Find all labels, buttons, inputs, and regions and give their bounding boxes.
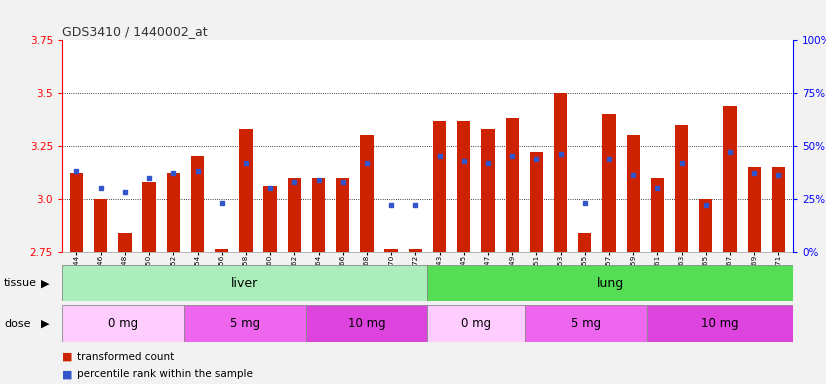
Text: GDS3410 / 1440002_at: GDS3410 / 1440002_at — [62, 25, 207, 38]
Text: percentile rank within the sample: percentile rank within the sample — [77, 369, 253, 379]
Bar — [118, 233, 131, 252]
Bar — [360, 136, 373, 252]
Bar — [94, 199, 107, 252]
Text: lung: lung — [596, 277, 624, 290]
Bar — [215, 250, 228, 252]
Bar — [602, 114, 615, 252]
Bar — [457, 121, 471, 252]
Bar — [183, 305, 306, 342]
Bar — [167, 173, 180, 252]
Bar — [525, 305, 647, 342]
Bar — [651, 177, 664, 252]
Text: 10 mg: 10 mg — [348, 317, 386, 330]
Bar — [306, 305, 428, 342]
Bar — [724, 106, 737, 252]
Bar — [627, 136, 640, 252]
Bar — [409, 250, 422, 252]
Text: 5 mg: 5 mg — [230, 317, 259, 330]
Bar — [142, 182, 156, 252]
Text: ▶: ▶ — [41, 318, 50, 329]
Text: 10 mg: 10 mg — [701, 317, 738, 330]
Text: liver: liver — [231, 277, 259, 290]
Bar — [384, 250, 398, 252]
Text: ■: ■ — [62, 369, 73, 379]
Bar — [699, 199, 713, 252]
Bar — [529, 152, 543, 252]
Bar — [748, 167, 761, 252]
Bar — [428, 265, 793, 301]
Bar — [428, 305, 525, 342]
Text: tissue: tissue — [4, 278, 37, 288]
Bar — [240, 129, 253, 252]
Bar — [70, 173, 83, 252]
Text: ▶: ▶ — [41, 278, 50, 288]
Bar — [62, 305, 183, 342]
Bar — [191, 156, 204, 252]
Text: ■: ■ — [62, 352, 73, 362]
Bar — [482, 129, 495, 252]
Text: 0 mg: 0 mg — [461, 317, 491, 330]
Bar — [287, 177, 301, 252]
Bar — [578, 233, 591, 252]
Bar — [62, 265, 428, 301]
Bar — [647, 305, 793, 342]
Bar — [312, 177, 325, 252]
Bar — [771, 167, 785, 252]
Bar — [506, 118, 519, 252]
Bar — [263, 186, 277, 252]
Bar — [675, 125, 688, 252]
Bar — [336, 177, 349, 252]
Text: dose: dose — [4, 318, 31, 329]
Text: 0 mg: 0 mg — [108, 317, 138, 330]
Bar — [433, 121, 446, 252]
Text: 5 mg: 5 mg — [571, 317, 601, 330]
Bar — [554, 93, 567, 252]
Text: transformed count: transformed count — [77, 352, 174, 362]
